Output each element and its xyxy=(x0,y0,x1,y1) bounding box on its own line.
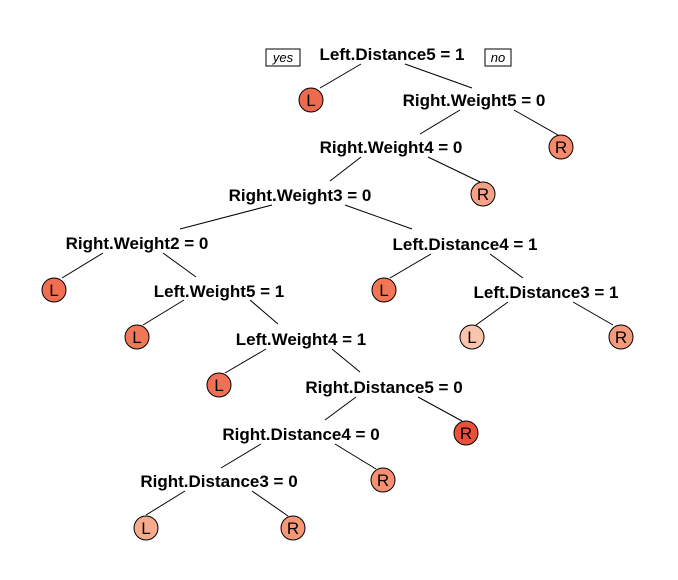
leaf-node: L xyxy=(133,515,159,541)
leaf-node: L xyxy=(206,372,232,398)
leaf-label: L xyxy=(214,376,223,395)
leaf-label: R xyxy=(377,471,389,490)
split-node: Left.Weight4 = 1 xyxy=(236,330,367,349)
edge xyxy=(572,301,614,326)
edge xyxy=(419,109,461,135)
edge xyxy=(329,156,362,182)
split-nodes: Left.Distance5 = 1 Right.Weight5 = 0 Rig… xyxy=(66,45,619,491)
leaf-label: L xyxy=(467,328,476,347)
split-node: Right.Weight3 = 0 xyxy=(229,186,372,205)
leaf-label: L xyxy=(306,91,315,110)
split-node: Right.Weight4 = 0 xyxy=(320,138,463,157)
leaf-node: L xyxy=(371,277,397,303)
leaf-circle xyxy=(548,134,574,160)
split-node: Left.Distance5 = 1 xyxy=(319,45,464,64)
leaf-circle xyxy=(608,324,634,350)
leaf-node: L xyxy=(124,324,150,350)
edge xyxy=(61,252,104,279)
leaf-node: R xyxy=(608,324,634,350)
leaf-node: R xyxy=(453,420,479,446)
leaf-node: R xyxy=(370,467,396,493)
leaf-circle xyxy=(370,467,396,493)
yes-tag-box xyxy=(265,48,301,67)
leaf-nodes: L R R L L L L R xyxy=(41,87,634,541)
split-node: Right.Weight5 = 0 xyxy=(403,91,546,110)
leaf-label: R xyxy=(460,424,472,443)
yes-label: yes xyxy=(272,50,294,65)
split-node: Right.Distance3 = 0 xyxy=(140,472,297,491)
leaf-label: R xyxy=(615,328,627,347)
no-label: no xyxy=(491,50,505,65)
leaf-circle xyxy=(470,181,496,207)
edge xyxy=(475,301,509,326)
edge xyxy=(319,63,362,89)
leaf-circle xyxy=(133,515,159,541)
leaf-node: L xyxy=(41,277,67,303)
root-branch-tags: yes no xyxy=(265,48,512,67)
leaf-circle xyxy=(371,277,397,303)
leaf-node: R xyxy=(470,181,496,207)
leaf-label: L xyxy=(141,519,150,538)
edge xyxy=(334,443,377,470)
split-node: Right.Weight2 = 0 xyxy=(66,234,209,253)
edge xyxy=(145,490,186,516)
edge xyxy=(142,299,185,326)
edge xyxy=(220,443,262,469)
edge xyxy=(417,396,463,422)
leaf-label: L xyxy=(49,281,58,300)
leaf-circle xyxy=(280,515,306,541)
edge xyxy=(489,253,524,279)
leaf-label: R xyxy=(287,519,299,538)
split-node: Right.Distance4 = 0 xyxy=(222,425,379,444)
split-node: Left.Distance4 = 1 xyxy=(392,235,537,254)
no-tag-box xyxy=(484,48,512,67)
leaf-node: R xyxy=(548,134,574,160)
leaf-label: L xyxy=(132,328,141,347)
leaf-circle xyxy=(298,87,324,113)
leaf-circle xyxy=(124,324,150,350)
leaf-label: L xyxy=(379,281,388,300)
split-node: Right.Distance5 = 0 xyxy=(305,378,462,397)
edge xyxy=(331,348,361,373)
edge xyxy=(249,299,279,325)
edge xyxy=(251,490,289,517)
leaf-node: R xyxy=(280,515,306,541)
leaf-circle xyxy=(453,420,479,446)
edge xyxy=(324,396,357,421)
edge xyxy=(224,348,267,374)
edge xyxy=(427,156,481,183)
edge xyxy=(389,253,432,279)
split-node: Left.Distance3 = 1 xyxy=(473,283,618,302)
leaf-node: L xyxy=(298,87,324,113)
leaf-label: R xyxy=(477,185,489,204)
leaf-circle xyxy=(206,372,232,398)
edge xyxy=(344,204,413,230)
leaf-circle xyxy=(41,277,67,303)
leaf-label: R xyxy=(555,138,567,157)
edge xyxy=(162,252,197,278)
leaf-node: L xyxy=(459,324,485,350)
split-node: Left.Weight5 = 1 xyxy=(154,282,285,301)
tree-edges xyxy=(61,63,614,517)
edge xyxy=(404,63,473,89)
edge xyxy=(179,204,273,230)
leaf-circle xyxy=(459,324,485,350)
edge xyxy=(513,109,559,136)
